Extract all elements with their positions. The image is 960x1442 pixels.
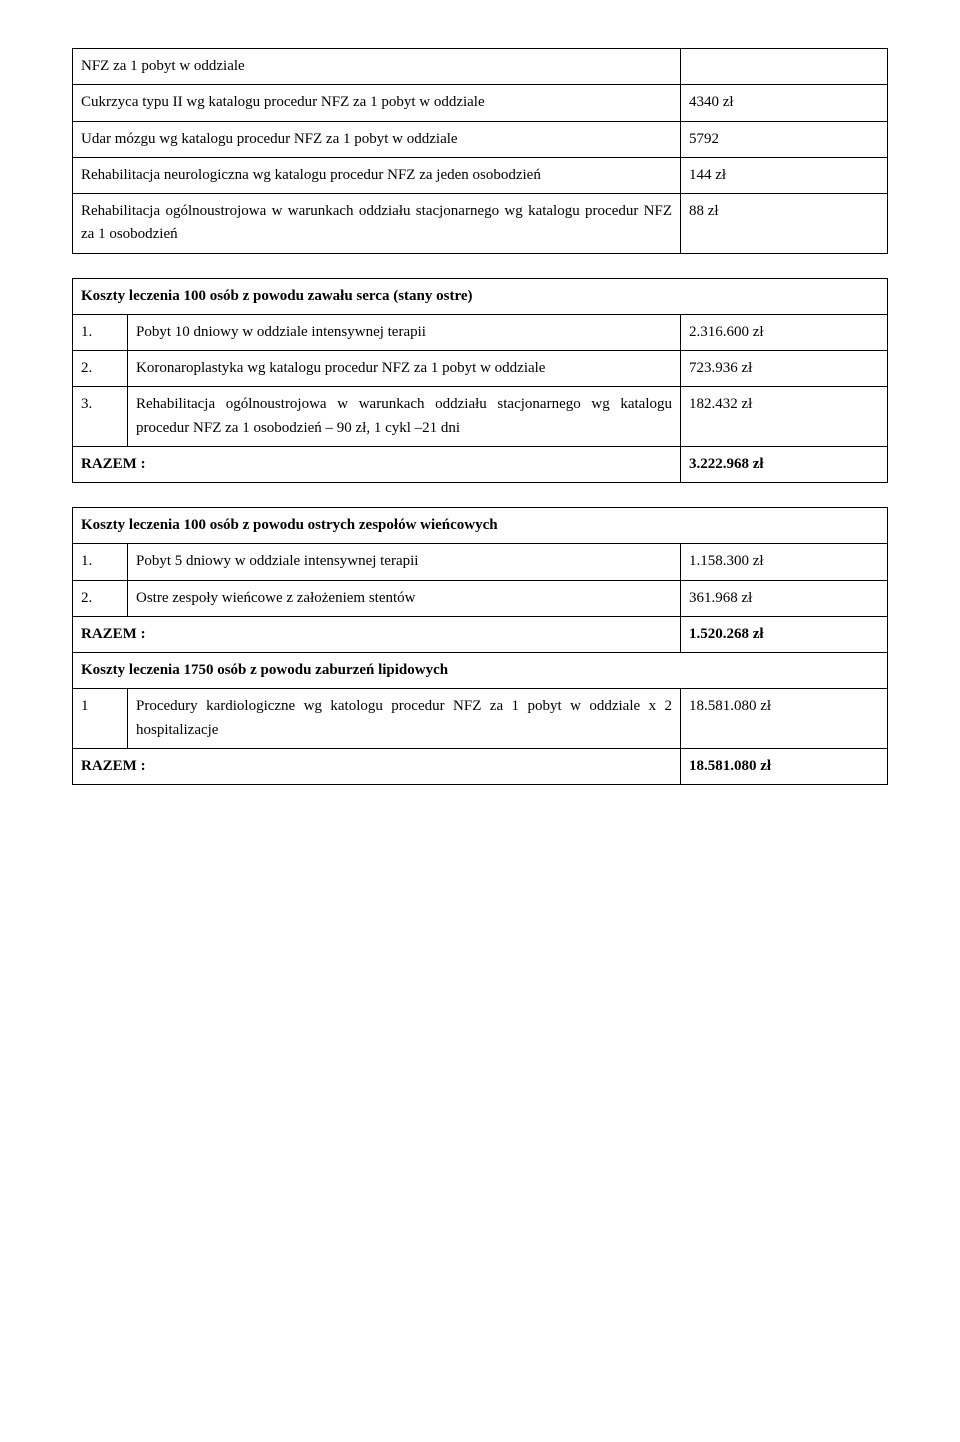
- total-label: RAZEM :: [73, 446, 681, 482]
- total-value: 3.222.968 zł: [681, 446, 888, 482]
- section-title-row: Koszty leczenia 100 osób z powodu ostryc…: [73, 508, 888, 544]
- row-number: 1.: [73, 544, 128, 580]
- desc-cell: Udar mózgu wg katalogu procedur NFZ za 1…: [73, 121, 681, 157]
- desc-cell: Pobyt 5 dniowy w oddziale intensywnej te…: [128, 544, 681, 580]
- table-row: Udar mózgu wg katalogu procedur NFZ za 1…: [73, 121, 888, 157]
- table-row: 1. Pobyt 5 dniowy w oddziale intensywnej…: [73, 544, 888, 580]
- heart-attack-cost-table: Koszty leczenia 100 osób z powodu zawału…: [72, 278, 888, 484]
- cost-reference-table: NFZ za 1 pobyt w oddziale Cukrzyca typu …: [72, 48, 888, 254]
- value-cell: 723.936 zł: [681, 351, 888, 387]
- table-row: 1 Procedury kardiologiczne wg katologu p…: [73, 689, 888, 749]
- table-row: 1. Pobyt 10 dniowy w oddziale intensywne…: [73, 314, 888, 350]
- value-cell: 361.968 zł: [681, 580, 888, 616]
- value-cell: 182.432 zł: [681, 387, 888, 447]
- table-row: 2. Koronaroplastyka wg katalogu procedur…: [73, 351, 888, 387]
- desc-cell: Pobyt 10 dniowy w oddziale intensywnej t…: [128, 314, 681, 350]
- table-row: 3. Rehabilitacja ogólnoustrojowa w warun…: [73, 387, 888, 447]
- desc-cell: Koronaroplastyka wg katalogu procedur NF…: [128, 351, 681, 387]
- total-value: 18.581.080 zł: [681, 748, 888, 784]
- value-cell: 88 zł: [681, 194, 888, 254]
- total-row: RAZEM : 3.222.968 zł: [73, 446, 888, 482]
- table-row: Rehabilitacja neurologiczna wg katalogu …: [73, 157, 888, 193]
- desc-cell: Rehabilitacja ogólnoustrojowa w warunkac…: [128, 387, 681, 447]
- total-row: RAZEM : 18.581.080 zł: [73, 748, 888, 784]
- section-title: Koszty leczenia 100 osób z powodu zawału…: [73, 278, 888, 314]
- desc-cell: Cukrzyca typu II wg katalogu procedur NF…: [73, 85, 681, 121]
- desc-cell: Procedury kardiologiczne wg katologu pro…: [128, 689, 681, 749]
- row-number: 1.: [73, 314, 128, 350]
- desc-cell: Rehabilitacja neurologiczna wg katalogu …: [73, 157, 681, 193]
- desc-cell: NFZ za 1 pobyt w oddziale: [73, 49, 681, 85]
- value-cell: 1.158.300 zł: [681, 544, 888, 580]
- value-cell: 144 zł: [681, 157, 888, 193]
- value-cell: 2.316.600 zł: [681, 314, 888, 350]
- row-number: 3.: [73, 387, 128, 447]
- table-row: Cukrzyca typu II wg katalogu procedur NF…: [73, 85, 888, 121]
- table-row: Rehabilitacja ogólnoustrojowa w warunkac…: [73, 194, 888, 254]
- section-title: Koszty leczenia 100 osób z powodu ostryc…: [73, 508, 888, 544]
- total-row: RAZEM : 1.520.268 zł: [73, 616, 888, 652]
- desc-cell: Ostre zespoły wieńcowe z założeniem sten…: [128, 580, 681, 616]
- row-number: 1: [73, 689, 128, 749]
- table-row: NFZ za 1 pobyt w oddziale: [73, 49, 888, 85]
- row-number: 2.: [73, 351, 128, 387]
- desc-cell: Rehabilitacja ogólnoustrojowa w warunkac…: [73, 194, 681, 254]
- value-cell: 5792: [681, 121, 888, 157]
- value-cell: 18.581.080 zł: [681, 689, 888, 749]
- section-title-row: Koszty leczenia 1750 osób z powodu zabur…: [73, 653, 888, 689]
- section-title-row: Koszty leczenia 100 osób z powodu zawału…: [73, 278, 888, 314]
- section-title: Koszty leczenia 1750 osób z powodu zabur…: [73, 653, 888, 689]
- table-row: 2. Ostre zespoły wieńcowe z założeniem s…: [73, 580, 888, 616]
- coronary-lipid-cost-table: Koszty leczenia 100 osób z powodu ostryc…: [72, 507, 888, 785]
- total-label: RAZEM :: [73, 616, 681, 652]
- total-value: 1.520.268 zł: [681, 616, 888, 652]
- row-number: 2.: [73, 580, 128, 616]
- value-cell: [681, 49, 888, 85]
- total-label: RAZEM :: [73, 748, 681, 784]
- value-cell: 4340 zł: [681, 85, 888, 121]
